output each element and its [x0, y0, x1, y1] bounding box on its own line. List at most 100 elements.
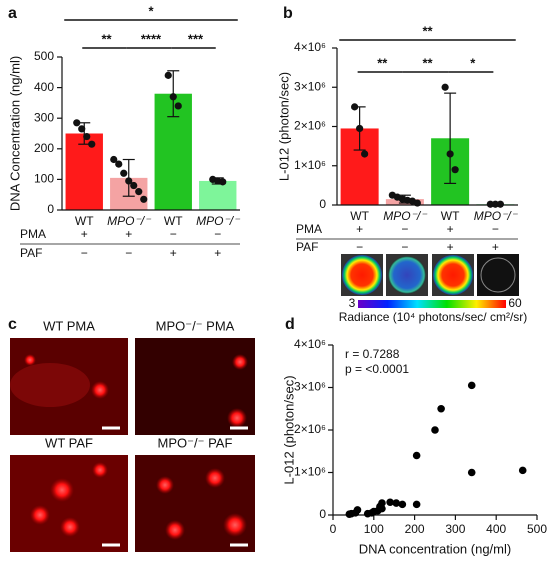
row-label: PMA: [296, 222, 322, 236]
x-tick-label: 400: [486, 522, 506, 536]
condition-mark: −: [214, 227, 221, 241]
data-point: [120, 169, 128, 177]
x-tick-label: WT: [350, 209, 369, 223]
condition-mark: +: [447, 222, 454, 236]
data-point: [88, 140, 96, 148]
x-axis-label: DNA concentration (ng/ml): [359, 541, 511, 556]
y-tick-label: 3×10⁶: [294, 79, 326, 93]
data-point: [412, 451, 421, 460]
x-tick-label: 300: [445, 522, 465, 536]
data-point: [73, 119, 81, 127]
condition-mark: +: [356, 222, 363, 236]
y-tick-label: 400: [34, 80, 54, 94]
y-tick-label: 2×10⁶: [294, 119, 326, 133]
cell: [92, 462, 108, 478]
x-tick-label: 0: [330, 522, 337, 536]
data-point: [398, 500, 407, 509]
condition-mark: +: [214, 246, 221, 260]
row-label: PAF: [296, 240, 318, 254]
data-point: [486, 200, 494, 208]
lum-image: [477, 254, 519, 296]
y-tick-label: 3×10⁶: [294, 380, 326, 394]
cell: [91, 381, 109, 399]
x-tick-label: MPO⁻/⁻: [196, 214, 241, 228]
panel-letter: c: [8, 316, 17, 333]
y-tick-label: 200: [34, 141, 54, 155]
row-label: PAF: [20, 246, 42, 260]
micro-image: [135, 455, 255, 552]
panel-letter: a: [8, 5, 17, 22]
y-tick-label: 4×10⁶: [294, 40, 326, 54]
sig-label: **: [422, 23, 433, 38]
data-point: [412, 500, 421, 509]
data-point: [169, 93, 177, 101]
cell: [232, 354, 248, 370]
data-point: [431, 426, 439, 434]
x-tick-label: WT: [164, 214, 183, 228]
condition-mark: −: [401, 222, 408, 236]
data-point: [356, 124, 364, 133]
sig-label: *: [470, 55, 476, 70]
cell: [156, 476, 174, 494]
panel-letter: d: [285, 316, 295, 333]
luminescence-images: [341, 254, 519, 308]
lum-well: [433, 255, 473, 295]
y-axis-label: DNA Concentration (ng/ml): [7, 56, 22, 211]
sig-label: **: [101, 31, 112, 46]
image-title: WT PMA: [43, 318, 95, 333]
data-point: [518, 466, 527, 475]
data-point: [135, 188, 143, 196]
y-tick-label: 4×10⁶: [294, 337, 326, 351]
cell: [223, 513, 247, 537]
condition-mark: −: [170, 227, 177, 241]
x-tick-label: 100: [364, 522, 384, 536]
condition-mark: −: [401, 240, 408, 254]
image-title: MPO⁻/⁻ PAF: [158, 435, 233, 450]
annotation: r = 0.7288: [345, 347, 400, 361]
x-tick-label: MPO⁻/⁻: [107, 214, 152, 228]
data-point: [361, 150, 369, 158]
data-point: [130, 181, 138, 190]
data-point: [392, 499, 401, 507]
condition-mark: +: [492, 240, 499, 254]
x-tick-label: 500: [527, 522, 547, 536]
data-point: [446, 150, 454, 158]
data-point: [83, 132, 91, 141]
data-point: [125, 177, 133, 185]
condition-mark: −: [125, 246, 132, 260]
condition-mark: +: [447, 240, 454, 254]
condition-mark: −: [81, 246, 88, 260]
cell: [227, 408, 247, 428]
colorbar: [358, 300, 506, 308]
data-point: [174, 102, 182, 110]
x-tick-label: WT: [75, 214, 94, 228]
data-point: [110, 155, 118, 164]
y-tick-label: 100: [34, 172, 54, 186]
cell: [24, 354, 36, 366]
lum-well: [342, 255, 382, 295]
y-axis-label: L-012 (photon/sec): [281, 375, 296, 484]
data-point: [467, 468, 476, 477]
image-title: MPO⁻/⁻ PMA: [156, 318, 235, 333]
data-point: [351, 103, 359, 111]
sig-label: **: [377, 55, 388, 70]
data-point: [491, 200, 499, 208]
y-tick-label: 1×10⁶: [294, 465, 326, 479]
condition-mark: +: [81, 227, 88, 241]
condition-mark: +: [170, 246, 177, 260]
image-title: WT PAF: [45, 435, 93, 450]
x-tick-label: WT: [441, 209, 460, 223]
cell: [60, 517, 80, 537]
y-tick-label: 0: [319, 197, 326, 211]
cell: [165, 520, 185, 540]
data-point: [345, 510, 354, 518]
cell: [205, 468, 225, 488]
data-point: [115, 160, 123, 168]
cell: [10, 363, 90, 407]
condition-mark: −: [356, 240, 363, 254]
y-tick-label: 300: [34, 110, 54, 124]
data-point: [496, 200, 504, 208]
lum-well: [480, 257, 516, 293]
sig-label: **: [422, 55, 433, 70]
